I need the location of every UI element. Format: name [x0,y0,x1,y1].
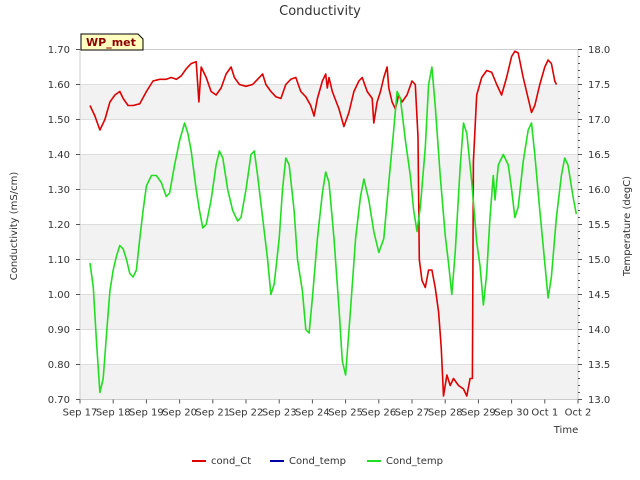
background-bands [80,84,578,400]
x-tick-label: Oct 1 [531,408,558,419]
y-right-tick-label: 16.0 [588,185,610,196]
legend-label-cond-temp-blue: Cond_temp [289,456,346,467]
x-tick-label: Sep 30 [494,408,529,419]
chart-title: Conductivity [279,4,361,19]
y-right-tick-label: 15.0 [588,255,610,266]
legend-item-cond-temp-blue: Cond_temp [270,456,346,467]
y-right-tick-label: 18.0 [588,45,610,56]
x-axis-title: Time [553,425,578,436]
y-left-tick-label: 0.80 [48,360,70,371]
y-axis-left-title: Conductivity (mS/cm) [9,172,20,281]
legend-label-cond-temp-green: Cond_temp [386,456,443,467]
legend-item-cond-temp-green: Cond_temp [367,456,443,467]
x-tick-label: Sep 26 [361,408,396,419]
y-right-tick-label: 13.0 [588,395,610,406]
y-axis-right: 13.0 13.5 14.0 14.5 15.0 15.5 16.0 16.5 17.0 17.5… [578,45,610,406]
y-left-tick-label: 1.40 [48,150,70,161]
badge-label: WP_met [86,36,136,49]
y-left-tick-label: 1.20 [48,220,70,231]
y-right-tick-label: 14.5 [588,290,610,301]
y-right-tick-label: 14.0 [588,325,610,336]
y-left-tick-label: 1.70 [48,45,70,56]
x-tick-label: Sep 22 [229,408,264,419]
series-line-cond-ct-0 [89,50,558,397]
background-band [80,84,578,120]
series-layer [89,50,578,397]
x-tick-label: Sep 27 [395,408,430,419]
x-tick-label: Oct 2 [565,408,592,419]
x-tick-label: Sep 23 [262,408,297,419]
x-tick-label: Sep 28 [428,408,463,419]
y-left-tick-label: 0.90 [48,325,70,336]
x-tick-label: Sep 20 [162,408,197,419]
y-left-tick-label: 1.10 [48,255,70,266]
x-tick-label: Sep 29 [461,408,496,419]
x-tick-label: Sep 24 [295,408,330,419]
background-band [80,224,578,260]
y-axis-right-title: Temperature (degC) [622,176,633,277]
y-left-tick-label: 1.60 [48,80,70,91]
y-axis-left: 0.70 0.80 0.90 1.00 1.10 1.20 1.30 1.40 1.50 1.60… [48,45,80,406]
y-left-tick-label: 1.30 [48,185,70,196]
background-band [80,364,578,400]
series-line-cond-temp-2 [89,66,578,394]
legend: cond_Ct Cond_temp Cond_temp [192,456,443,467]
legend-item-cond-ct: cond_Ct [192,456,251,467]
y-right-tick-label: 16.5 [588,150,610,161]
y-left-tick-label: 1.00 [48,290,70,301]
x-tick-label: Sep 17 [63,408,98,419]
y-left-tick-label: 1.50 [48,115,70,126]
x-tick-label: Sep 18 [96,408,131,419]
x-tick-label: Sep 25 [328,408,363,419]
y-right-tick-label: 17.5 [588,80,610,91]
y-right-tick-label: 17.0 [588,115,610,126]
y-right-tick-label: 13.5 [588,360,610,371]
x-tick-label: Sep 21 [195,408,230,419]
y-right-tick-label: 15.5 [588,220,610,231]
legend-label-cond-ct: cond_Ct [211,456,251,467]
background-band [80,294,578,330]
y-left-tick-label: 0.70 [48,395,70,406]
x-tick-label: Sep 19 [129,408,164,419]
wp-met-badge: WP_met [80,33,144,51]
